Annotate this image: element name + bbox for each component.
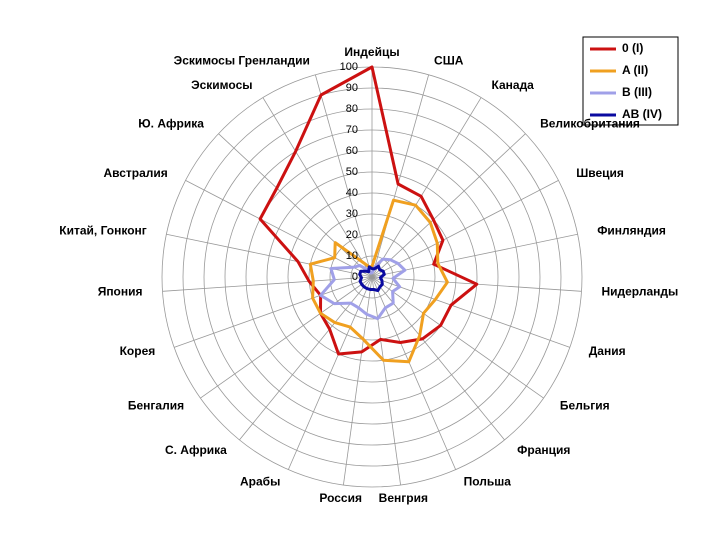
spoke — [162, 276, 373, 292]
spoke — [371, 276, 544, 399]
category-label: Индейцы — [344, 45, 399, 59]
category-label: Эскимосы Гренландии — [174, 53, 310, 67]
category-label: США — [434, 53, 464, 67]
category-label: Дания — [589, 344, 626, 358]
spoke — [371, 180, 559, 278]
spoke — [314, 74, 373, 278]
category-label: Китай, Гонконг — [59, 224, 147, 238]
grid — [161, 66, 583, 488]
r-tick-label: 90 — [346, 82, 358, 94]
spoke — [343, 276, 373, 486]
category-label: Швеция — [576, 166, 624, 180]
r-tick-label: 80 — [346, 103, 358, 115]
spoke — [200, 276, 373, 399]
category-label: Бельгия — [560, 398, 610, 412]
series — [258, 65, 479, 364]
legend-box — [582, 36, 679, 126]
spoke — [218, 133, 373, 278]
category-label: Франция — [517, 443, 570, 457]
series-line — [258, 65, 479, 356]
category-label: Нидерланды — [601, 284, 678, 298]
category-label: Арабы — [240, 475, 280, 489]
spoke — [185, 180, 373, 278]
spoke — [262, 97, 373, 278]
r-tick-label: 70 — [346, 124, 358, 136]
category-label: Япония — [98, 284, 143, 298]
r-tick-label: 0 — [352, 271, 358, 283]
labels: 0 10 20 30 40 50 60 70 80 90 100 Индейцы США Канада Ве… — [59, 41, 678, 505]
category-label: Канада — [492, 78, 535, 92]
category-label: Россия — [319, 491, 362, 505]
spoke — [371, 276, 401, 486]
spoke — [371, 74, 430, 278]
legend-label: AB (IV) — [622, 107, 662, 121]
spoke — [371, 276, 457, 470]
spoke — [166, 233, 373, 278]
series-line — [319, 257, 407, 321]
series-line — [358, 264, 386, 292]
category-label: Великобритания — [540, 116, 640, 130]
r-tick-label: 30 — [346, 208, 358, 220]
category-label: Бенгалия — [128, 398, 184, 412]
category-label: Эскимосы — [191, 78, 252, 92]
series-line — [308, 198, 449, 364]
legend-label: B (III) — [622, 85, 652, 99]
r-tick-label: 40 — [346, 187, 358, 199]
legend-label: A (II) — [622, 63, 648, 77]
category-label: С. Африка — [165, 443, 227, 457]
r-tick-label: 60 — [346, 145, 358, 157]
r-tick-label: 100 — [340, 61, 358, 73]
spoke — [287, 276, 373, 470]
legend-label: 0 (I) — [622, 41, 643, 55]
r-tick-label: 50 — [346, 166, 358, 178]
spoke — [371, 276, 571, 348]
r-tick-label: 20 — [346, 229, 358, 241]
category-label: Ю. Африка — [138, 116, 204, 130]
category-label: Польша — [464, 475, 512, 489]
category-label: Финляндия — [597, 224, 666, 238]
spoke — [371, 133, 526, 278]
spoke — [173, 276, 373, 348]
r-tick-label: 10 — [346, 250, 358, 262]
category-label: Венгрия — [379, 491, 428, 505]
spoke — [371, 97, 482, 278]
category-label: Корея — [120, 344, 156, 358]
category-label: Австралия — [103, 166, 167, 180]
